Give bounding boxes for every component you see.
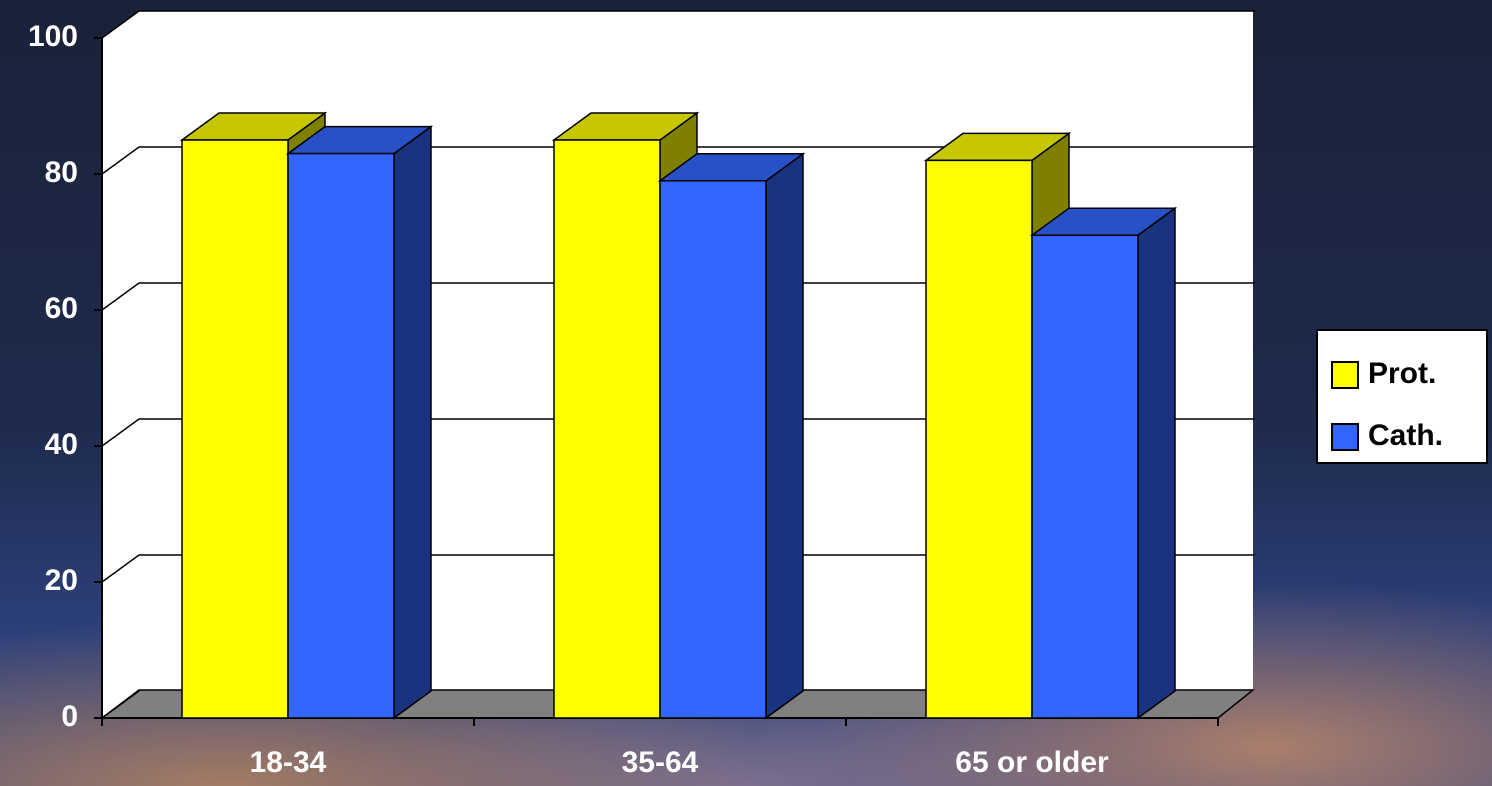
y-tick-label: 80 (45, 156, 78, 189)
bar-side (393, 125, 432, 720)
legend-label: Prot. (1368, 357, 1436, 390)
bar (553, 139, 661, 719)
x-tick-label: 65 or older (955, 746, 1109, 779)
side-grid-line (101, 282, 140, 311)
bar (659, 180, 767, 719)
bar (925, 159, 1033, 719)
legend-label: Cath. (1368, 419, 1443, 452)
y-tick-label: 0 (61, 700, 78, 733)
side-grid-line (101, 554, 140, 583)
bar-side (1137, 206, 1176, 720)
x-tick-label: 35-64 (622, 746, 699, 779)
y-tick-label: 20 (45, 564, 78, 597)
side-grid-line (101, 10, 140, 39)
side-wall (102, 11, 139, 718)
y-tick-label: 60 (45, 292, 78, 325)
bar (181, 139, 289, 719)
side-grid-line (101, 418, 140, 447)
side-grid-line (101, 146, 140, 175)
side-grid-line (101, 690, 140, 719)
bar-side (765, 152, 804, 720)
legend-swatch (1331, 423, 1359, 451)
x-tick-label: 18-34 (250, 746, 327, 779)
bar (287, 152, 395, 719)
y-tick-label: 40 (45, 428, 78, 461)
legend-swatch (1331, 361, 1359, 389)
bar (1031, 234, 1139, 719)
y-tick-label: 100 (28, 20, 78, 53)
